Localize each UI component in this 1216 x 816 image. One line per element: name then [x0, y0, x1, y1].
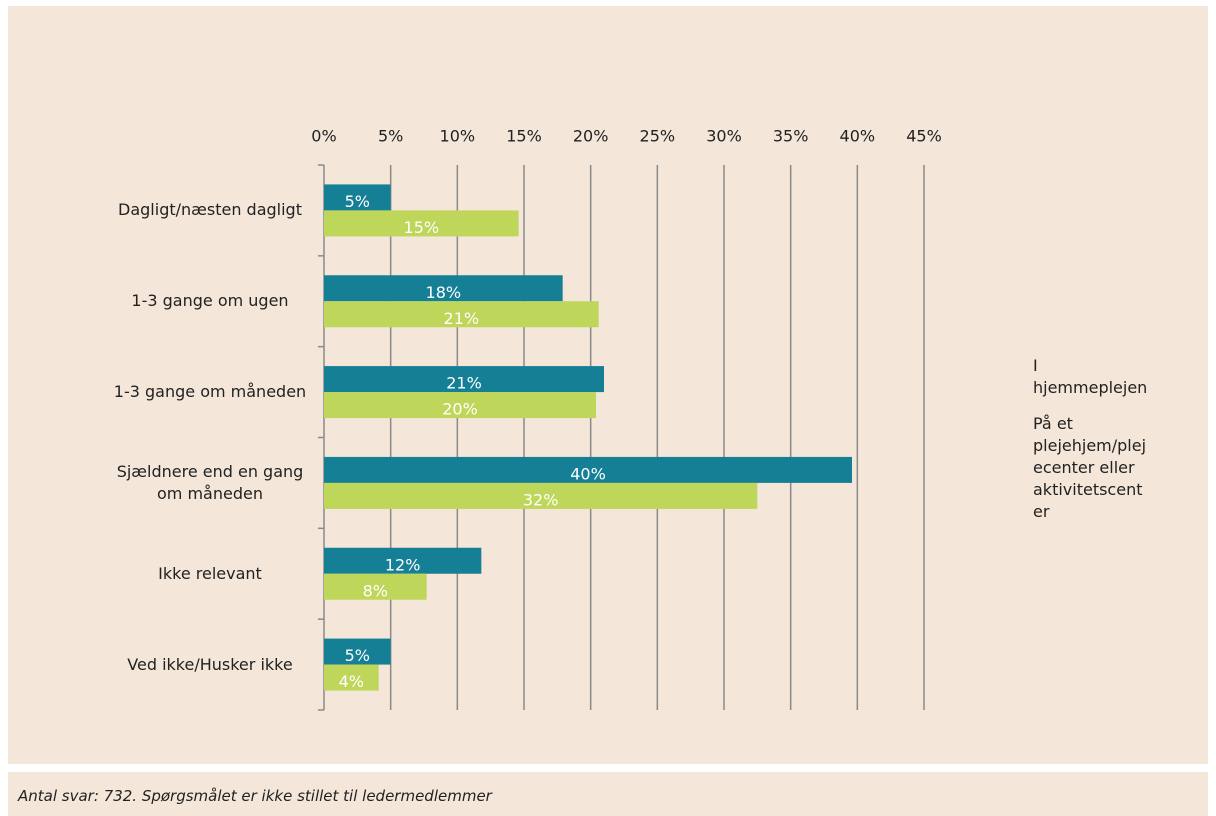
- y-tick-label: Ved ikke/Husker ikke: [127, 654, 293, 674]
- legend-entry: På et plejehjem/plejecenter eller aktivi…: [1033, 414, 1147, 521]
- x-tick-label: 35%: [773, 127, 809, 146]
- y-tick-label: 1-3 gange om måneden: [113, 382, 307, 402]
- data-label: 15%: [404, 218, 440, 237]
- data-label: 32%: [523, 490, 559, 509]
- legend-entry: I hjemmeplejen: [1033, 356, 1148, 397]
- y-tick-label: Ikke relevant: [158, 563, 262, 583]
- x-tick-label: 30%: [706, 127, 742, 146]
- chart-panel: [8, 6, 1208, 764]
- y-tick-label: Dagligt/næsten dagligt: [118, 200, 302, 220]
- x-tick-label: 10%: [440, 127, 476, 146]
- data-label: 5%: [345, 646, 370, 665]
- data-label: 21%: [446, 374, 482, 393]
- data-label: 12%: [385, 555, 421, 574]
- bar: [324, 275, 563, 302]
- data-label: 4%: [339, 672, 364, 691]
- x-tick-label: 20%: [573, 127, 609, 146]
- bar: [324, 366, 604, 393]
- data-label: 40%: [570, 464, 606, 483]
- data-label: 18%: [426, 283, 462, 302]
- footnote: Antal svar: 732. Spørgsmålet er ikke sti…: [18, 787, 492, 805]
- bar: [324, 573, 427, 600]
- footer-panel: [8, 772, 1208, 816]
- bar: [324, 210, 519, 237]
- bar: [324, 638, 391, 665]
- data-label: 20%: [442, 400, 478, 419]
- bar: [324, 664, 379, 691]
- x-tick-label: 5%: [378, 127, 403, 146]
- bar: [324, 184, 391, 211]
- bar: [324, 456, 852, 483]
- bar: [324, 547, 482, 574]
- data-label: 21%: [444, 309, 480, 328]
- x-tick-label: 0%: [311, 127, 336, 146]
- x-tick-label: 15%: [506, 127, 542, 146]
- bar: [324, 301, 599, 328]
- bar: [324, 392, 596, 419]
- y-tick-label: Sjældnere end en gang om måneden: [116, 461, 304, 503]
- x-tick-label: 40%: [840, 127, 876, 146]
- y-tick-label: 1-3 gange om ugen: [131, 291, 289, 311]
- x-tick-label: 25%: [640, 127, 676, 146]
- data-label: 8%: [363, 581, 388, 600]
- x-tick-label: 45%: [906, 127, 942, 146]
- bar: [324, 482, 758, 509]
- data-label: 5%: [345, 192, 370, 211]
